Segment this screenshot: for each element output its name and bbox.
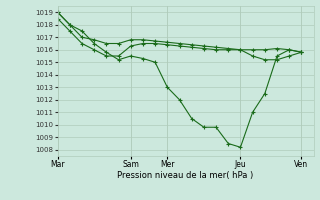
X-axis label: Pression niveau de la mer( hPa ): Pression niveau de la mer( hPa ) bbox=[117, 171, 254, 180]
